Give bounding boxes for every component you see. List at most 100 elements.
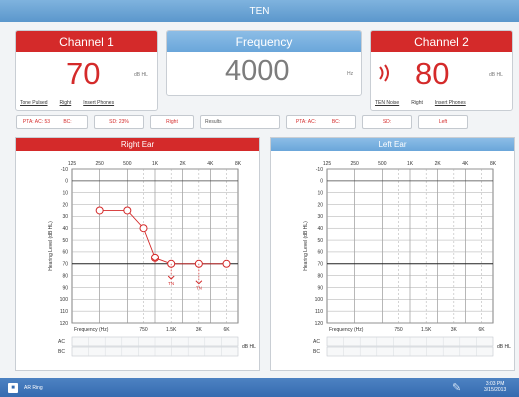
- right-ear-y-tick: 0: [65, 179, 68, 185]
- left-ear-y-tick: 0: [320, 179, 323, 185]
- left-ear-freq-top-label: 8K: [490, 161, 497, 167]
- left-ear-ac-label: AC: [313, 339, 320, 345]
- left-ear-header: Left Ear: [271, 138, 514, 151]
- pta-left-box: PTA: AC: BC:: [286, 115, 356, 129]
- right-ear-y-tick: 10: [62, 190, 68, 196]
- sd-left-box: SD:: [362, 115, 412, 129]
- channel2-controls: TEN Noise Right Insert Phones: [375, 100, 478, 106]
- results-field[interactable]: Results: [200, 115, 280, 129]
- left-ear-panel: Left Ear 125 250 500 1K 2K 4K 8K 750 1.5K 3K 6K Fre…: [270, 137, 515, 371]
- left-ear-y-tick: 10: [317, 190, 323, 196]
- right-ear-data-point-5: [194, 259, 203, 268]
- right-ear-freq-top-label: 8K: [235, 161, 242, 167]
- left-ear-y-tick: 90: [317, 285, 323, 291]
- left-ear-freq-bottom-label: 1.5K: [421, 327, 432, 333]
- start-icon[interactable]: ■: [8, 382, 18, 393]
- channel2-mode-button[interactable]: Insert Phones: [434, 100, 466, 106]
- pen-icon[interactable]: ✎: [452, 382, 462, 394]
- right-ear-header: Right Ear: [16, 138, 259, 151]
- channel1-tone-button[interactable]: Tone Pulsed: [20, 100, 48, 106]
- right-ear-freq-bottom-label: 6K: [223, 327, 230, 333]
- left-ear-y-axis-label: Hearing Level (dB HL): [303, 221, 309, 271]
- channel2-side-button[interactable]: Right: [411, 100, 423, 106]
- right-ear-panel: Right Ear 125 250 500 1K 2K 4K 8K 750 1.5K 3K 6K Fr…: [15, 137, 260, 371]
- channel2-unit: dB HL: [489, 72, 503, 78]
- right-ear-y-tick: 30: [62, 214, 68, 220]
- right-ear-y-tick: 50: [62, 238, 68, 244]
- right-ear-bone-label-0: TN: [168, 281, 174, 286]
- pta-right-box: PTA: AC: 53 BC:: [16, 115, 88, 129]
- left-ear-freq-top-label: 125: [323, 161, 332, 167]
- left-ear-y-tick: 40: [317, 226, 323, 232]
- left-ear-y-tick: 70: [317, 262, 323, 268]
- right-ear-data-point-6: [222, 259, 231, 268]
- left-ear-freq-bottom-label: 6K: [478, 327, 485, 333]
- right-ear-data-point-1: [123, 206, 132, 215]
- right-ear-freq-top-label: 125: [68, 161, 77, 167]
- channel2-panel: Channel 2 80 dB HL TEN Noise Right Inser…: [370, 30, 513, 111]
- info-bar: PTA: AC: 53 BC: SD: 23% Right Results PT…: [16, 115, 512, 129]
- right-ear-y-tick: 90: [62, 285, 68, 291]
- results-text: Results: [205, 119, 222, 125]
- frequency-title: Frequency: [235, 34, 293, 49]
- channel2-tone-button[interactable]: TEN Noise: [375, 100, 400, 106]
- channel1-header: Channel 1: [16, 31, 157, 52]
- left-ear-freq-top-label: 1K: [407, 161, 414, 167]
- channel2-title: Channel 2: [414, 34, 469, 49]
- pta-right-text: PTA: AC: 53: [22, 119, 51, 125]
- left-text: Left: [438, 119, 448, 125]
- right-ear-y-tick: 120: [60, 321, 69, 327]
- clock-time: 3:03 PM: [485, 381, 505, 387]
- clock-date: 3/15/2013: [484, 387, 507, 393]
- taskbar-app-label[interactable]: AR Ring: [24, 384, 43, 391]
- right-ear-freq-top-label: 250: [95, 161, 104, 167]
- right-ear-freq-top-label: 2K: [180, 161, 187, 167]
- left-ear-freq-bottom-label: 750: [394, 327, 403, 333]
- frequency-panel: Frequency 4000 Hz: [166, 30, 362, 96]
- title-bar: TEN: [0, 0, 519, 22]
- right-ear-y-tick: 40: [62, 226, 68, 232]
- left-ear-title: Left Ear: [378, 140, 407, 149]
- right-select[interactable]: Right: [150, 115, 194, 129]
- left-ear-y-tick: 120: [315, 321, 324, 327]
- right-ear-y-tick: 70: [62, 262, 68, 268]
- right-ear-bone-mark-2: [195, 280, 203, 285]
- sds-box: SD: 23%: [94, 115, 144, 129]
- left-ear-y-tick: 80: [317, 273, 323, 279]
- right-ear-y-tick: 80: [62, 273, 68, 279]
- frequency-value[interactable]: 4000: [225, 55, 290, 87]
- channel1-panel: Channel 1 70 dB HL Tone Pulsed Right Ins…: [15, 30, 158, 111]
- right-ear-bc-label: BC: [58, 349, 65, 355]
- right-ear-data-point-2: [139, 224, 148, 233]
- left-ear-y-tick: 100: [315, 297, 324, 303]
- channel1-unit: dB HL: [134, 72, 148, 78]
- left-ear-y-tick: 60: [317, 250, 323, 256]
- left-ear-bc-label: BC: [313, 349, 320, 355]
- window-title: TEN: [249, 5, 270, 17]
- sds-text: SD: 23%: [109, 119, 129, 125]
- channel1-value[interactable]: 70: [66, 56, 101, 91]
- right-ear-data-point-4: [167, 259, 176, 268]
- left-ear-y-tick: 50: [317, 238, 323, 244]
- left-ear-freq-bottom-label: 3K: [451, 327, 458, 333]
- channel1-side-button[interactable]: Right: [59, 100, 72, 106]
- right-ear-freq-axis-label: Frequency (Hz): [74, 327, 109, 333]
- channel2-value[interactable]: 80: [415, 56, 450, 91]
- left-ear-y-tick: 110: [315, 309, 323, 315]
- right-text: Right: [166, 119, 178, 125]
- pta-left-text: PTA: AC:: [295, 119, 317, 125]
- right-ear-y-axis-label: Hearing Level (dB HL): [48, 221, 54, 271]
- left-select[interactable]: Left: [418, 115, 468, 129]
- right-ear-ac-label: AC: [58, 339, 65, 345]
- right-ear-bone-mark-1: [167, 275, 175, 280]
- right-ear-data-point-0: [95, 206, 104, 215]
- taskbar-clock: 3:03 PM 3/15/2013: [484, 381, 506, 393]
- left-ear-freq-top-label: 500: [378, 161, 387, 167]
- taskbar: ■ AR Ring ✎ 3:03 PM 3/15/2013: [0, 378, 519, 397]
- frequency-header: Frequency: [167, 31, 361, 52]
- right-ear-y-tick: -10: [61, 167, 68, 173]
- left-ear-y-tick: -10: [316, 167, 323, 173]
- channel1-mode-button[interactable]: Insert Phones: [83, 100, 115, 106]
